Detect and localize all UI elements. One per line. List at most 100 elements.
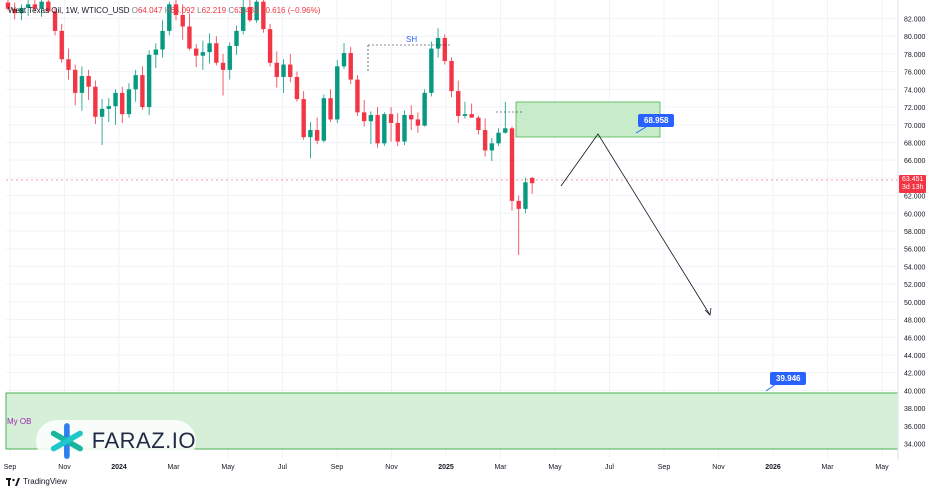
candle-body xyxy=(99,108,105,117)
candle-body xyxy=(281,64,286,77)
candle-body xyxy=(422,92,427,126)
candle-body xyxy=(516,200,521,209)
high-value: 64.092 xyxy=(170,6,195,15)
x-tick-label: Nov xyxy=(712,464,725,471)
x-tick-label: May xyxy=(548,464,562,471)
candle-body xyxy=(32,4,38,9)
high-label: H xyxy=(164,6,171,15)
candle-body xyxy=(73,69,78,93)
candle-body xyxy=(180,14,185,27)
y-tick-label: 62.000 xyxy=(904,194,926,201)
y-tick-label: 36.000 xyxy=(904,424,926,431)
candle-body xyxy=(469,114,474,118)
candle-body xyxy=(388,114,394,123)
candle-body xyxy=(140,75,145,108)
candle-body xyxy=(214,43,219,63)
y-tick-label: 80.000 xyxy=(904,34,926,41)
candle-body xyxy=(308,130,313,138)
x-tick-label: 2024 xyxy=(111,464,127,471)
candle-body xyxy=(462,114,468,116)
open-value: 64.047 xyxy=(137,6,163,15)
y-tick-label: 40.000 xyxy=(904,388,926,395)
candle-body xyxy=(113,92,118,107)
x-axis: Sep Nov 2024 Mar May Jul Sep Nov 2025 Mar May Jul Se… xyxy=(4,464,889,471)
target-lower-badge: 39.946 xyxy=(770,372,807,385)
y-tick-label: 70.000 xyxy=(904,123,926,130)
candle-body xyxy=(382,114,387,144)
candle-body xyxy=(120,92,125,115)
candle-body xyxy=(368,115,374,122)
candle-body xyxy=(314,130,320,141)
upper-target-zone xyxy=(515,101,661,138)
candle-body xyxy=(348,53,353,80)
candle-body xyxy=(234,30,239,46)
faraz-logo: FARAZ.IO xyxy=(36,420,196,462)
x-tick-label: Mar xyxy=(167,464,180,471)
candle-body xyxy=(93,86,98,117)
candle-body xyxy=(476,117,481,131)
y-tick-label: 34.000 xyxy=(904,442,926,449)
candle-body xyxy=(375,115,380,144)
x-tick-label: Sep xyxy=(658,464,671,471)
footer-brand-text: TradingView xyxy=(23,477,68,486)
x-tick-label: May xyxy=(875,464,889,471)
swing-high-label: SH xyxy=(406,35,417,44)
y-tick-label: 58.000 xyxy=(904,229,926,236)
y-tick-label: 68.000 xyxy=(904,140,926,147)
candle-body xyxy=(301,99,306,138)
order-block-label: My OB xyxy=(7,417,31,426)
candle-body xyxy=(509,128,515,201)
candle-body xyxy=(496,132,501,144)
candle-body xyxy=(59,30,64,60)
low-label: L xyxy=(197,6,202,15)
candle-body xyxy=(529,177,535,184)
x-tick-label: 2025 xyxy=(438,464,454,471)
y-tick-label: 76.000 xyxy=(904,70,926,77)
x-tick-label: 2026 xyxy=(765,464,781,471)
tradingview-logo-icon xyxy=(6,477,20,486)
candle-body xyxy=(321,98,327,141)
y-tick-label: 78.000 xyxy=(904,52,926,59)
symbol-title: West Texas Oil, 1W, WTICO_USD xyxy=(8,6,130,15)
candle-body xyxy=(402,115,407,142)
current-price-value: 63.451 xyxy=(902,176,924,183)
candle-body xyxy=(126,89,132,115)
footer-brand[interactable]: TradingView xyxy=(6,477,67,486)
candle-body xyxy=(207,43,212,53)
target-upper-badge: 68.958 xyxy=(638,114,675,127)
symbol-header: West Texas Oil, 1W, WTICO_USD O64.047 H6… xyxy=(8,6,320,15)
candle-body xyxy=(66,59,71,70)
candle-body xyxy=(25,4,31,8)
candle-body xyxy=(106,106,111,109)
low-value: 62.219 xyxy=(201,6,227,15)
projection-path xyxy=(560,133,711,316)
candle-body xyxy=(395,122,400,142)
candle-body xyxy=(241,6,246,31)
y-tick-label: 52.000 xyxy=(904,282,926,289)
close-value: 63.431 xyxy=(234,6,259,15)
x-tick-label: Sep xyxy=(331,464,344,471)
x-tick-label: Jul xyxy=(278,464,287,471)
candle-body xyxy=(415,119,421,126)
candle-body xyxy=(12,8,17,14)
candle-body xyxy=(227,45,232,70)
candle-body xyxy=(220,62,226,70)
y-tick-label: 72.000 xyxy=(904,105,926,112)
candle-body xyxy=(449,61,454,92)
candle-body xyxy=(200,52,206,56)
y-tick-label: 60.000 xyxy=(904,211,926,218)
candles xyxy=(5,0,535,255)
x-tick-label: Sep xyxy=(4,464,17,471)
candle-countdown: 3d 13h xyxy=(902,184,924,191)
faraz-star-icon xyxy=(50,423,83,459)
x-tick-label: Mar xyxy=(821,464,834,471)
candle-body xyxy=(442,37,447,61)
candle-body xyxy=(435,37,441,49)
open-label: O xyxy=(131,6,138,15)
candle-body xyxy=(523,182,528,209)
logo-text: FARAZ.IO xyxy=(91,428,196,453)
y-axis: 82.000 80.000 78.000 76.000 74.000 72.000 70.0… xyxy=(904,17,926,449)
candle-body xyxy=(146,54,152,108)
y-tick-label: 56.000 xyxy=(904,247,926,254)
